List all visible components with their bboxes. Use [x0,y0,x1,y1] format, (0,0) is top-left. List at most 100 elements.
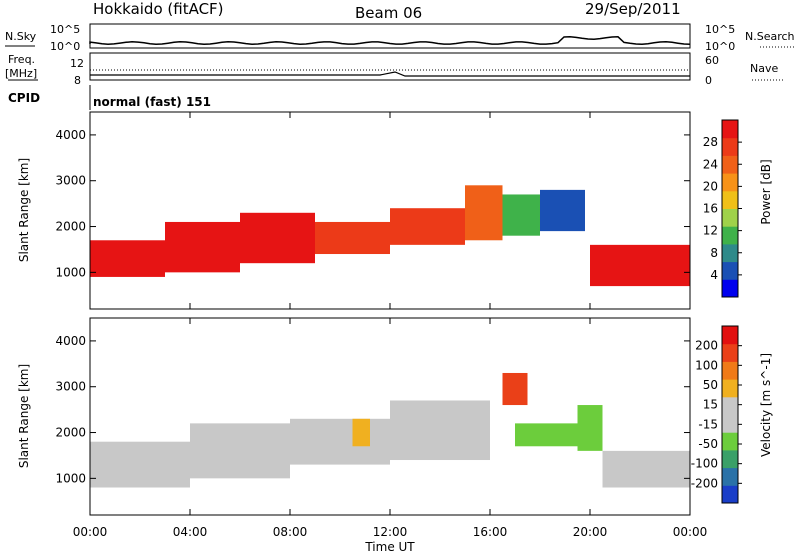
velocity-colorbar-swatch [722,361,738,380]
velocity-panel: 1000 2000 3000 4000 Slant Range [km] 200 100… [17,317,773,516]
power-colorbar-swatch [722,261,738,280]
velocity-colorbar-swatch [722,379,738,398]
power-colorbar-swatch [722,120,738,139]
power-colorbar-swatch [722,208,738,227]
freq-label: Freq. [8,53,35,66]
cpid-value: normal (fast) 151 [93,95,211,109]
velocity-colorbar-label-text: Velocity [m s^-1] [759,353,773,457]
velocity-ylabel: Slant Range [km] [17,364,31,468]
freq-panel-frame [89,52,691,81]
noise-tick-right-top: 10^5 [705,23,735,36]
velocity-colorbar-tick-label: -200 [691,476,718,490]
power-colorbar-tick-label: 4 [710,268,718,282]
power-colorbar-label: Power [dB] [759,159,773,224]
velocity-y-tick-label: 4000 [55,334,86,348]
power-ylabel: Slant Range [km] [17,158,31,262]
power-echo-band [315,221,390,255]
velocity-echo-band [90,441,190,488]
power-colorbar-tick-label: 8 [710,246,718,260]
time-axis-tick-label: 12:00 [373,525,408,539]
power-colorbar-swatch [722,243,738,263]
nave-tick-top: 60 [705,54,719,67]
velocity-echo-band [290,418,390,465]
velocity-colorbar-tick-label: 200 [695,339,718,353]
velocity-colorbar-label: Velocity [m s^-1] [759,353,773,457]
time-axis-label: Time UT [364,540,415,554]
velocity-y-tick-label: 3000 [55,380,86,394]
velocity-colorbar-tick-label: 50 [703,378,718,392]
station-title: Hokkaido (fitACF) [93,0,224,18]
velocity-axis-ticks: 1000 2000 3000 4000 [55,318,691,515]
velocity-colorbar-tick-label: -100 [691,457,718,471]
velocity-colorbar-swatch [722,326,738,345]
velocity-colorbar-swatch [722,396,738,415]
velocity-echo-band [190,423,290,479]
velocity-colorbar-tick-label: 100 [695,358,718,372]
velocity-colorbar-swatch [722,467,738,486]
power-colorbar-swatch [722,137,738,156]
power-echo-band [165,221,240,273]
velocity-y-tick-label: 2000 [55,426,86,440]
freq-panel: Freq. [MHz] 12 8 60 0 Nave [5,52,785,87]
power-panel: 1000 2000 3000 4000 Slant Range [km] 4 8 12 16… [17,111,773,310]
cpid-label: CPID [8,91,40,105]
freq-unit-label: [MHz] [5,67,37,80]
power-y-tick-label: 4000 [55,128,86,142]
velocity-echo-band [602,450,690,488]
power-echo-band [540,189,585,232]
noise-tick-left-top: 10^5 [50,23,80,36]
power-colorbar-swatch [722,190,738,209]
nave-label: Nave [750,62,778,75]
velocity-colorbar-tick-label: -15 [698,417,718,431]
power-colorbar-tick-label: 20 [703,179,718,193]
power-y-tick-label: 1000 [55,265,86,279]
power-colorbar-tick-label: 12 [703,224,718,238]
power-colorbar-swatch [722,279,738,298]
noise-sky-trace [89,36,691,45]
power-colorbar-tick-label: 28 [703,135,718,149]
velocity-echo-band [577,405,603,451]
velocity-colorbar-frame [721,325,739,504]
time-axis-tick-label: 16:00 [473,525,508,539]
noise-panel-frame [89,23,691,49]
power-colorbar-tick-label: 16 [703,202,718,216]
date-title: 29/Sep/2011 [585,0,681,18]
time-axis-tick-label: 20:00 [573,525,608,539]
velocity-colorbar-swatch [722,432,738,451]
velocity-colorbar-tick-label: 15 [703,398,718,412]
noise-tick-right-bottom: 10^0 [705,40,735,53]
power-y-tick-label: 2000 [55,220,86,234]
power-echo-band [240,212,315,264]
velocity-colorbar: 200 100 50 15 -15 -50 -100 -200 [691,325,742,504]
power-echo-band [590,244,690,287]
power-colorbar-swatch [722,155,738,174]
power-echo-band [465,185,503,241]
freq-trace [90,71,690,77]
power-colorbar-swatch [722,173,738,192]
power-echo-band [90,240,165,277]
time-axis-tick-label: 00:00 [673,525,708,539]
time-axis-tick-label: 08:00 [273,525,308,539]
velocity-colorbar-swatch [722,343,738,362]
power-colorbar-swatch [722,226,738,245]
noise-search-label: N.Search [745,30,795,43]
power-colorbar: 4 8 12 16 20 24 28 [703,119,742,298]
velocity-colorbar-swatch [722,414,738,433]
velocity-colorbar-swatch [722,485,738,504]
nave-tick-bottom: 0 [705,74,712,87]
velocity-colorbar-tick-label: -50 [698,437,718,451]
velocity-echo-band [515,423,578,447]
beam-title: Beam 06 [355,4,422,22]
velocity-echo-band [352,418,370,447]
cpid-panel: CPID normal (fast) 151 [8,85,211,110]
power-echo-band [390,208,465,245]
power-echo-band [502,194,540,236]
time-axis-tick-label: 00:00 [73,525,108,539]
velocity-echo-band [390,400,490,461]
velocity-echo-field [90,372,690,488]
time-axis-ticks: 00:00 04:00 08:00 12:00 16:00 20:00 00:00 [73,525,708,539]
power-y-tick-label: 3000 [55,174,86,188]
power-colorbar-tick-label: 24 [703,157,718,171]
noise-tick-left-bottom: 10^0 [50,40,80,53]
